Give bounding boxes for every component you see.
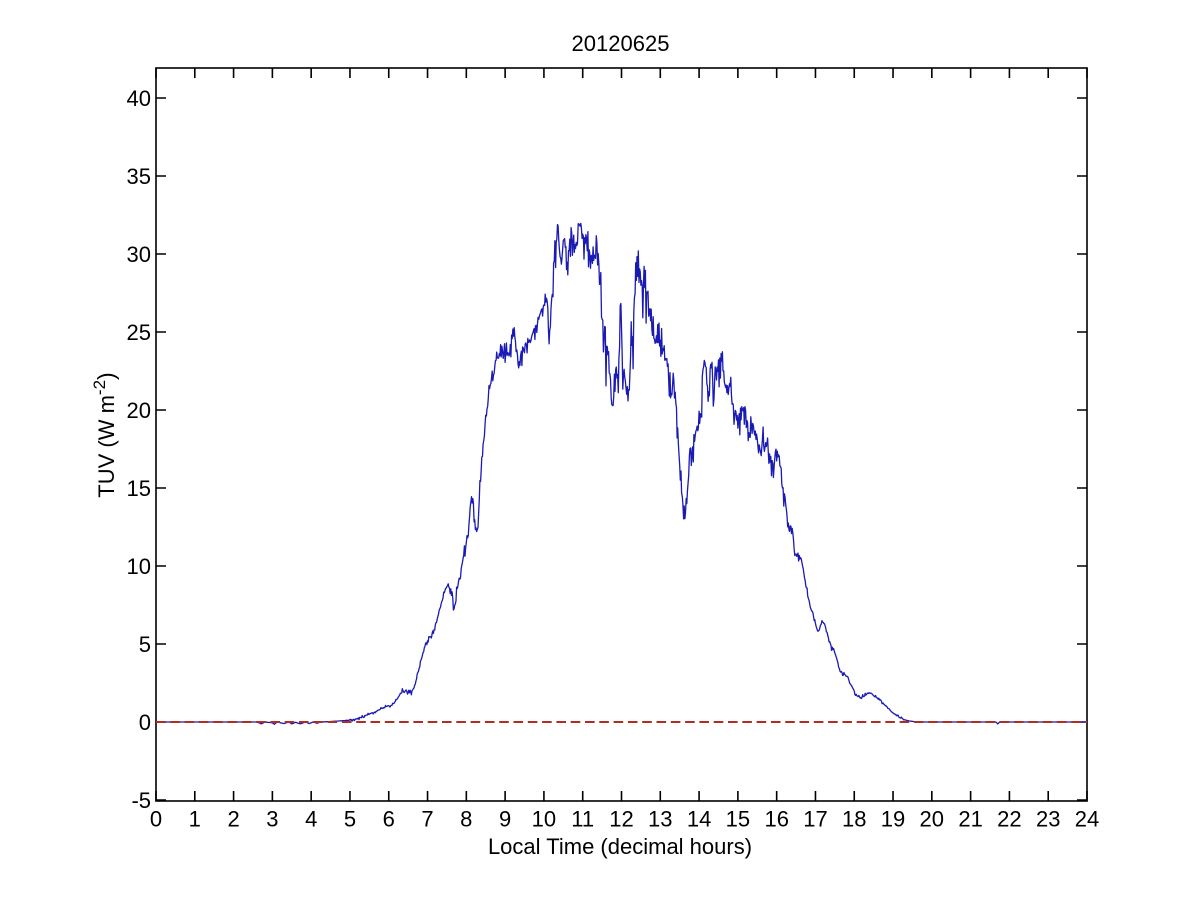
svg-text:20: 20 [127,398,151,423]
svg-text:3: 3 [266,807,278,832]
svg-text:TUV (W m-2): TUV (W m-2) [90,372,119,497]
svg-text:2: 2 [227,807,239,832]
svg-text:24: 24 [1075,807,1099,832]
svg-text:4: 4 [305,807,317,832]
svg-text:25: 25 [127,320,151,345]
svg-text:12: 12 [609,807,633,832]
svg-text:7: 7 [421,807,433,832]
svg-text:8: 8 [460,807,472,832]
svg-text:18: 18 [842,807,866,832]
svg-text:17: 17 [803,807,827,832]
svg-text:21: 21 [958,807,982,832]
svg-text:Local Time (decimal hours): Local Time (decimal hours) [488,834,752,859]
svg-text:10: 10 [127,554,151,579]
svg-text:20120625: 20120625 [572,31,670,56]
svg-text:6: 6 [383,807,395,832]
svg-text:16: 16 [764,807,788,832]
svg-text:15: 15 [127,476,151,501]
svg-text:15: 15 [726,807,750,832]
svg-text:13: 13 [648,807,672,832]
svg-text:0: 0 [139,710,151,735]
svg-text:5: 5 [344,807,356,832]
svg-text:14: 14 [687,807,711,832]
svg-text:10: 10 [532,807,556,832]
svg-text:5: 5 [139,632,151,657]
svg-text:30: 30 [127,242,151,267]
svg-text:11: 11 [571,807,594,832]
svg-text:19: 19 [881,807,905,832]
svg-text:40: 40 [127,86,151,111]
svg-text:0: 0 [150,807,162,832]
svg-text:35: 35 [127,164,151,189]
svg-text:23: 23 [1036,807,1060,832]
svg-text:22: 22 [997,807,1021,832]
svg-text:9: 9 [499,807,511,832]
svg-text:-5: -5 [131,788,151,813]
svg-text:20: 20 [920,807,944,832]
svg-text:1: 1 [189,807,201,832]
